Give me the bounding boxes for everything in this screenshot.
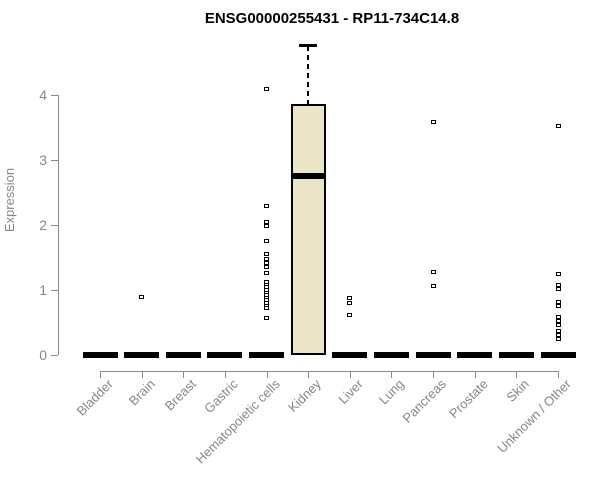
outlier-point — [264, 306, 270, 311]
outlier-point — [430, 284, 436, 289]
x-axis-tick — [183, 371, 185, 378]
outlier-point — [430, 269, 436, 274]
x-axis-tick — [391, 371, 393, 378]
y-axis-tick-label: 0 — [39, 347, 47, 363]
box-prostate — [457, 352, 493, 358]
outlier-point — [264, 219, 270, 224]
y-axis-line — [58, 95, 59, 355]
outlier-point — [430, 120, 436, 125]
box-gastric — [207, 352, 243, 358]
outlier-point — [347, 295, 353, 300]
outlier-point — [555, 336, 561, 341]
outlier-point — [347, 301, 353, 305]
y-axis-tick — [51, 355, 58, 356]
box-skin — [498, 352, 534, 358]
outlier-point — [555, 323, 561, 328]
box-unknown-other — [540, 352, 576, 358]
x-axis-line — [100, 371, 558, 372]
x-axis-tick — [224, 371, 226, 378]
outlier-point — [555, 271, 561, 276]
y-axis-tick-label: 2 — [39, 217, 47, 233]
y-axis-tick — [51, 160, 58, 161]
box-hematopoietic-cells — [249, 352, 285, 358]
outlier-point — [347, 312, 353, 317]
x-axis-tick — [266, 371, 268, 378]
y-axis-tick-label: 1 — [39, 282, 47, 298]
outlier-point — [264, 265, 270, 270]
outlier-point — [264, 86, 270, 91]
x-axis-tick — [308, 371, 310, 378]
outlier-point — [264, 224, 270, 229]
outlier-point — [555, 319, 561, 324]
outlier-point — [264, 260, 270, 265]
box-kidney — [290, 104, 326, 355]
outlier-point — [555, 332, 561, 337]
chart-title: ENSG00000255431 - RP11-734C14.8 — [204, 10, 460, 27]
outlier-point — [264, 239, 270, 244]
box-brain — [124, 352, 160, 358]
outlier-point — [264, 252, 270, 257]
x-axis-tick — [558, 371, 559, 378]
outlier-point — [264, 315, 270, 320]
median-line — [290, 173, 326, 180]
outlier-point — [139, 294, 145, 299]
outlier-point — [555, 303, 561, 308]
y-axis-tick-label: 4 — [39, 87, 47, 103]
y-axis-title: Expression — [2, 167, 17, 233]
x-axis-tick — [141, 371, 143, 378]
outlier-point — [555, 286, 561, 291]
y-axis-tick — [51, 95, 58, 96]
box-lung — [373, 352, 409, 358]
outlier-point — [555, 299, 561, 304]
y-axis-tick — [51, 225, 58, 226]
outlier-point — [555, 124, 561, 129]
box-pancreas — [415, 352, 451, 358]
box-liver — [332, 352, 368, 358]
x-axis-tick — [516, 371, 518, 378]
outlier-point — [264, 256, 270, 261]
box-breast — [165, 352, 201, 358]
outlier-point — [264, 203, 270, 208]
outlier-point — [264, 271, 270, 276]
x-axis-tick — [349, 371, 351, 378]
outlier-point — [555, 328, 561, 333]
upper-whisker — [307, 46, 310, 105]
x-axis-tick — [100, 371, 101, 378]
box-bladder — [82, 352, 118, 358]
whisker-cap — [299, 44, 318, 47]
y-axis-tick-label: 3 — [39, 152, 47, 168]
x-axis-tick — [433, 371, 435, 378]
x-axis-tick — [474, 371, 476, 378]
y-axis-tick — [51, 290, 58, 291]
outlier-point — [555, 315, 561, 320]
